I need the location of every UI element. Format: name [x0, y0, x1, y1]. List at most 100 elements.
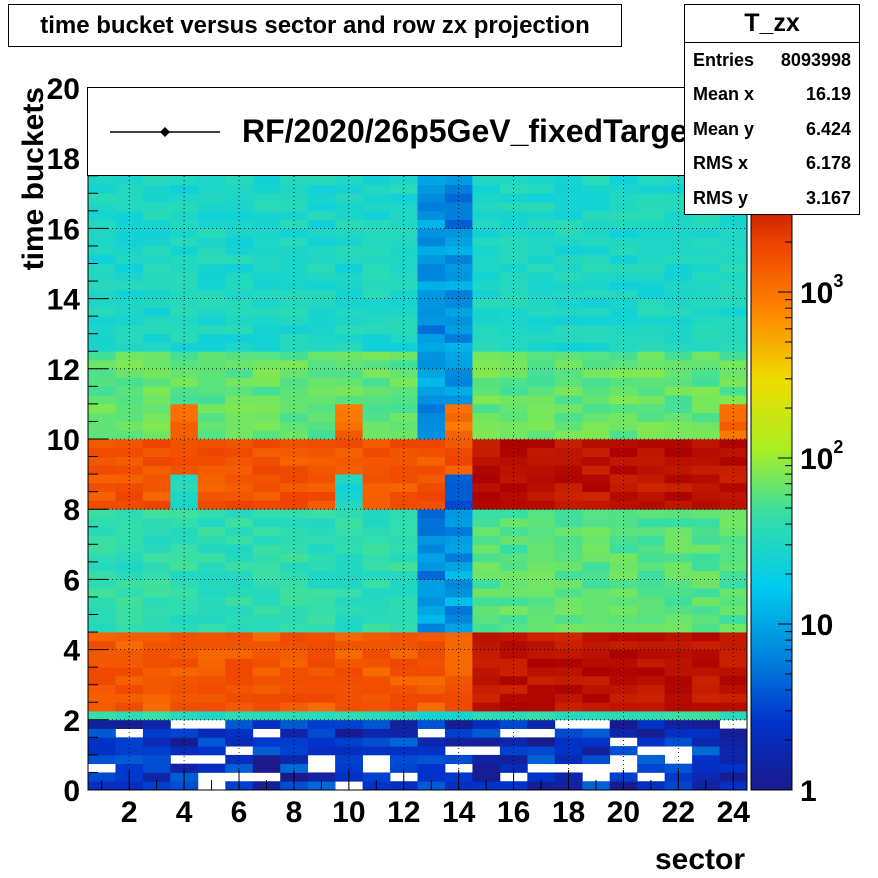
- heatmap-cell: [307, 289, 336, 299]
- heatmap-cell: [554, 281, 583, 291]
- heatmap-cell: [142, 465, 171, 475]
- heatmap-cell: [88, 263, 116, 273]
- y-tick-label: 8: [63, 494, 80, 527]
- heatmap-cell: [527, 605, 556, 615]
- heatmap-cell: [252, 228, 281, 238]
- heatmap-cell: [527, 526, 556, 536]
- heatmap-cell: [417, 281, 446, 291]
- heatmap-cell: [390, 517, 418, 528]
- heatmap-cell: [142, 711, 171, 721]
- heatmap-cell: [472, 614, 501, 624]
- heatmap-cell: [582, 517, 611, 528]
- heatmap-cell: [142, 351, 171, 361]
- heatmap-cell: [115, 746, 144, 756]
- heatmap-cell: [88, 632, 116, 642]
- heatmap-cell: [115, 649, 144, 659]
- heatmap-cell: [692, 245, 720, 256]
- heatmap-cell: [88, 517, 116, 528]
- heatmap-cell: [664, 684, 693, 694]
- heatmap-cell: [582, 649, 611, 659]
- heatmap-cell: [692, 675, 720, 686]
- z-tick-label: 102: [800, 437, 843, 476]
- heatmap-cell: [609, 684, 638, 694]
- heatmap-cell: [88, 737, 116, 747]
- x-tick-label: 8: [286, 796, 303, 829]
- heatmap-cell: [88, 675, 116, 686]
- heatmap-cell: [444, 754, 473, 765]
- heatmap-cell: [280, 474, 309, 484]
- heatmap-cell: [444, 351, 473, 361]
- heatmap-cell: [307, 465, 336, 475]
- heatmap-cell: [527, 237, 556, 247]
- stats-value: 8093998: [780, 49, 851, 70]
- heatmap-cell: [170, 377, 199, 387]
- heatmap-cell: [692, 561, 720, 572]
- heatmap-cell: [609, 333, 638, 343]
- heatmap-cell: [499, 623, 528, 633]
- heatmap-cell: [637, 553, 666, 563]
- heatmap-cell: [719, 517, 747, 528]
- x-tick-label: 14: [442, 796, 476, 829]
- heatmap-cell: [225, 728, 254, 738]
- heatmap-cell: [88, 342, 116, 352]
- heatmap-cell: [142, 395, 171, 405]
- heatmap-cell: [307, 491, 336, 501]
- heatmap-cell: [472, 500, 501, 510]
- heatmap-cell: [472, 754, 501, 765]
- heatmap-cell: [719, 482, 747, 493]
- heatmap-cell: [719, 412, 747, 422]
- heatmap-cell: [225, 439, 254, 449]
- heatmap-cell: [692, 351, 720, 361]
- heatmap-cell: [142, 719, 171, 729]
- heatmap-cell: [637, 210, 666, 221]
- x-tick-label: 16: [497, 796, 530, 829]
- heatmap-cell: [499, 289, 528, 299]
- heatmap-cell: [362, 658, 391, 668]
- heatmap-cell: [142, 763, 171, 773]
- heatmap-cell: [664, 640, 693, 650]
- heatmap-cell: [170, 184, 199, 194]
- heatmap-cell: [692, 693, 720, 703]
- legend: RF/2020/26p5GeV_fixedTarget: [87, 87, 702, 176]
- heatmap-cell: [362, 482, 391, 493]
- heatmap-cell: [472, 210, 501, 221]
- heatmap-cell: [362, 289, 391, 299]
- heatmap-cell: [88, 281, 116, 291]
- heatmap-cell: [88, 439, 116, 449]
- heatmap-cell: [225, 579, 254, 589]
- heatmap-cell: [692, 658, 720, 668]
- heatmap-cell: [582, 307, 611, 317]
- heatmap-cell: [609, 693, 638, 703]
- heatmap-cell: [582, 684, 611, 694]
- heatmap-cell: [554, 509, 583, 519]
- heatmap-cell: [582, 228, 611, 238]
- heatmap-cell: [444, 456, 473, 466]
- heatmap-cell: [499, 298, 528, 308]
- heatmap-cell: [692, 596, 720, 607]
- heatmap-cell: [225, 754, 254, 765]
- heatmap-cell: [719, 711, 747, 721]
- heatmap-cell: [609, 202, 638, 212]
- heatmap-cell: [252, 596, 281, 607]
- heatmap-cell: [335, 281, 363, 291]
- heatmap-cell: [142, 693, 171, 703]
- heatmap-cell: [472, 254, 501, 264]
- heatmap-cell: [307, 509, 336, 519]
- heatmap-cell: [417, 579, 446, 589]
- heatmap-cell: [554, 561, 583, 572]
- heatmap-cell: [88, 719, 116, 729]
- heatmap-cell: [115, 702, 144, 712]
- heatmap-cell: [637, 228, 666, 238]
- heatmap-cell: [307, 535, 336, 545]
- y-tick-label: 10: [47, 424, 80, 457]
- heatmap-cell: [197, 553, 226, 563]
- heatmap-cell: [472, 517, 501, 528]
- heatmap-cell: [417, 219, 446, 229]
- heatmap-cell: [719, 298, 747, 308]
- heatmap-cell: [225, 570, 254, 580]
- heatmap-cell: [664, 368, 693, 378]
- heatmap-cell: [115, 377, 144, 387]
- heatmap-cell: [88, 491, 116, 501]
- heatmap-cell: [252, 500, 281, 510]
- heatmap-cell: [444, 193, 473, 203]
